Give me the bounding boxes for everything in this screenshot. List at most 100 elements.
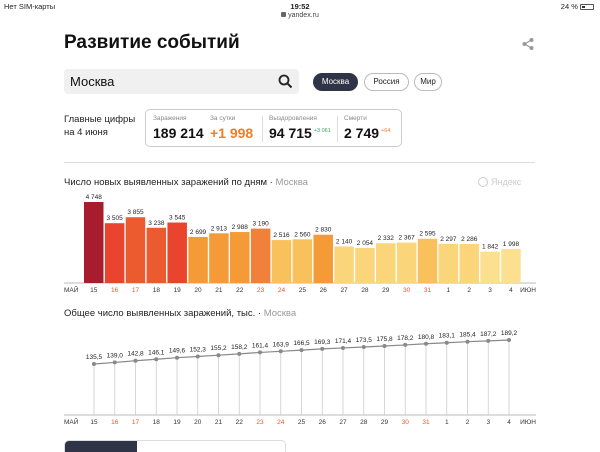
stats-divider [262, 116, 263, 142]
x-tick-label: 19 [174, 287, 182, 294]
bar [480, 251, 500, 283]
point-value-label: 166,5 [293, 340, 310, 347]
data-point [382, 343, 387, 348]
x-tick-label: 22 [236, 419, 244, 426]
point-value-label: 189,2 [501, 330, 518, 337]
stat-deaths-value: 2 749 +64 [344, 125, 390, 141]
x-tick-label: 29 [382, 287, 390, 294]
point-value-label: 187,2 [480, 331, 497, 338]
data-point [486, 338, 491, 343]
daily-chart-title: Число новых выявленных заражений по дням… [64, 177, 308, 188]
data-point [465, 339, 470, 344]
x-tick-label: 20 [194, 287, 202, 294]
bar [188, 236, 208, 283]
stat-deaths-label: Смерти [344, 115, 367, 122]
search-input[interactable]: Москва [64, 69, 299, 94]
stats-divider [337, 116, 338, 142]
data-point [133, 358, 138, 363]
carrier-label: Нет SIM-карты [4, 2, 56, 11]
bar [292, 239, 313, 283]
bar-value-label: 2 286 [461, 236, 478, 243]
region-tab-world[interactable]: Мир [414, 73, 442, 91]
data-point [320, 346, 325, 351]
search-icon[interactable] [278, 74, 293, 89]
point-value-label: 169,3 [314, 339, 331, 346]
bar-value-label: 2 297 [440, 236, 457, 243]
stat-daily-value: +1 998 [210, 125, 254, 141]
x-tick-label: 2 [467, 287, 471, 294]
month-label-end: ИЮН [520, 419, 536, 426]
battery-percent: 24 % [560, 2, 578, 11]
stats-panel: Заражения 189 214 За сутки +1 998 Выздор… [145, 109, 402, 147]
data-point [154, 357, 159, 362]
bar [125, 217, 146, 283]
stat-recovered-number: 94 715 [269, 125, 312, 141]
stat-cases-value: 189 214 [153, 125, 204, 141]
point-value-label: 163,9 [273, 341, 290, 348]
x-tick-label: 4 [509, 287, 513, 294]
point-value-label: 185,4 [459, 332, 476, 339]
bar-value-label: 2 830 [315, 227, 332, 234]
bar [250, 228, 271, 283]
bar-value-label: 3 855 [127, 209, 144, 216]
data-point [175, 355, 179, 360]
section-divider [64, 162, 535, 163]
x-tick-label: 23 [256, 419, 264, 426]
point-value-label: 139,0 [107, 352, 124, 359]
url-text: yandex.ru [288, 12, 319, 19]
lock-icon [281, 12, 287, 17]
point-value-label: 178,2 [397, 335, 414, 342]
daily-chart-title-text: Число новых выявленных заражений по дням [64, 177, 268, 188]
x-tick-label: 22 [236, 287, 244, 294]
x-tick-label: 26 [320, 287, 328, 294]
x-tick-label: 29 [381, 419, 389, 426]
data-point [195, 354, 200, 359]
stat-deaths-number: 2 749 [344, 125, 380, 141]
month-label-start: МАЙ [64, 285, 79, 294]
data-point [507, 338, 511, 342]
yandex-logo: Яндекс [478, 177, 521, 187]
x-tick-label: 21 [215, 287, 223, 294]
bottom-tab-active[interactable] [65, 441, 137, 452]
bar [104, 223, 125, 283]
bar [501, 248, 521, 283]
x-tick-label: 18 [153, 419, 161, 426]
total-cases-chart: 135,5 15 139,0 16 142,8 17 146,1 18 149,6 19 152,3… [64, 330, 536, 426]
battery-icon [580, 4, 594, 10]
point-value-label: 161,4 [252, 342, 269, 349]
bar-value-label: 2 140 [336, 238, 353, 245]
summary-title: Главные цифры [64, 114, 136, 125]
x-tick-label: 17 [132, 419, 140, 426]
bar-value-label: 1 842 [482, 244, 499, 251]
x-tick-label: 15 [90, 419, 98, 426]
bar [313, 234, 333, 283]
x-tick-label: 17 [132, 287, 140, 294]
point-value-label: 135,5 [86, 354, 103, 361]
stat-cases: Заражения 189 214 [153, 115, 204, 141]
data-point [278, 349, 283, 354]
bar [230, 232, 250, 283]
address-bar[interactable]: yandex.ru [0, 12, 600, 19]
bar-value-label: 2 054 [357, 240, 374, 247]
x-tick-label: 24 [278, 287, 286, 294]
bar [271, 240, 292, 283]
x-tick-label: 3 [486, 419, 490, 426]
x-tick-label: 4 [507, 419, 511, 426]
region-tab-russia[interactable]: Россия [364, 73, 409, 91]
bottom-tab-bar[interactable] [64, 440, 286, 452]
data-point [361, 345, 366, 350]
point-value-label: 180,8 [418, 334, 435, 341]
region-tab-moscow[interactable]: Москва [313, 73, 358, 91]
battery-indicator: 24 % [561, 2, 594, 11]
bar [376, 243, 396, 283]
data-point [403, 342, 408, 347]
x-tick-label: 30 [402, 419, 410, 426]
x-tick-label: 20 [194, 419, 202, 426]
month-label-start: МАЙ [64, 417, 79, 426]
stat-recovered-delta: +3 061 [313, 128, 331, 134]
bar [459, 244, 479, 283]
status-bar: Нет SIM-карты 19:52 24 % [0, 0, 600, 12]
share-icon[interactable] [521, 37, 535, 51]
x-tick-label: 1 [445, 419, 449, 426]
x-tick-label: 23 [257, 287, 265, 294]
